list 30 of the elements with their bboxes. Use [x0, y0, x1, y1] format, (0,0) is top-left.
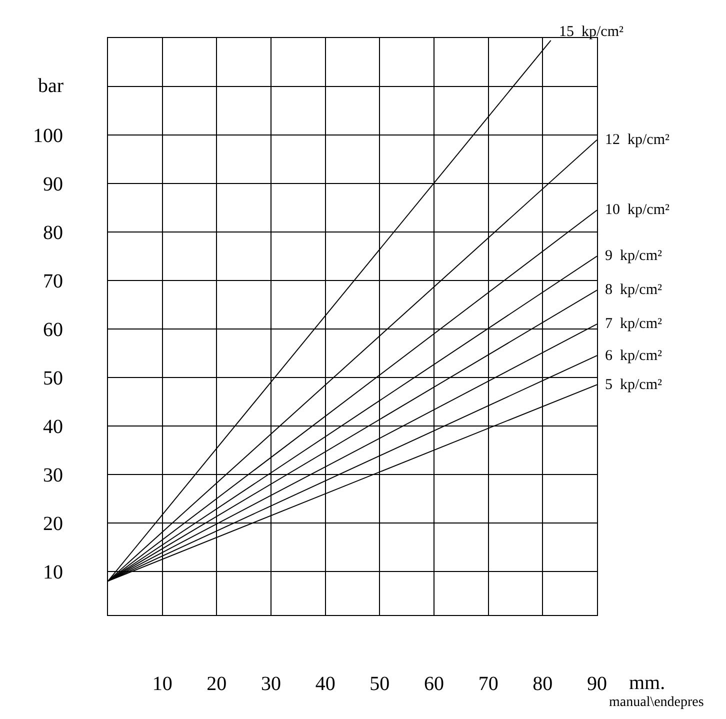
y-tick-label: 40 — [43, 416, 63, 438]
x-tick-label: 90 — [587, 673, 607, 695]
x-axis-title: mm. — [629, 672, 666, 694]
y-tick-label: 10 — [43, 561, 63, 584]
y-tick-label: 60 — [43, 318, 63, 341]
x-tick-label: 50 — [370, 673, 390, 695]
series-label: 7 kp/cm² — [605, 316, 662, 332]
x-tick-label: 20 — [206, 673, 227, 695]
series-label: 10 kp/cm² — [605, 202, 670, 218]
series-label: 5 kp/cm² — [605, 377, 662, 393]
x-tick-label: 40 — [315, 673, 336, 695]
x-tick-label: 30 — [261, 673, 281, 695]
series-label: 15 kp/cm² — [559, 24, 624, 40]
text: manual\endepres — [609, 695, 704, 710]
x-tick-label: 60 — [424, 673, 444, 695]
series-label: 6 kp/cm² — [605, 348, 662, 364]
series-label: 9 kp/cm² — [605, 248, 662, 264]
y-tick-label: 30 — [43, 464, 63, 486]
y-tick-label: 100 — [33, 124, 63, 147]
x-tick-label: 80 — [532, 673, 553, 695]
series-label: 12 kp/cm² — [605, 132, 670, 148]
y-tick-label: 50 — [43, 367, 63, 390]
y-tick-label: 20 — [43, 512, 63, 535]
y-tick-label: 90 — [43, 173, 63, 196]
y-tick-label: 70 — [43, 270, 63, 292]
x-tick-label: 70 — [478, 673, 498, 695]
y-axis-title: bar — [38, 75, 64, 97]
y-tick-label: 80 — [43, 222, 63, 244]
series-label: 8 kp/cm² — [605, 282, 662, 298]
x-tick-label: 10 — [152, 673, 172, 695]
